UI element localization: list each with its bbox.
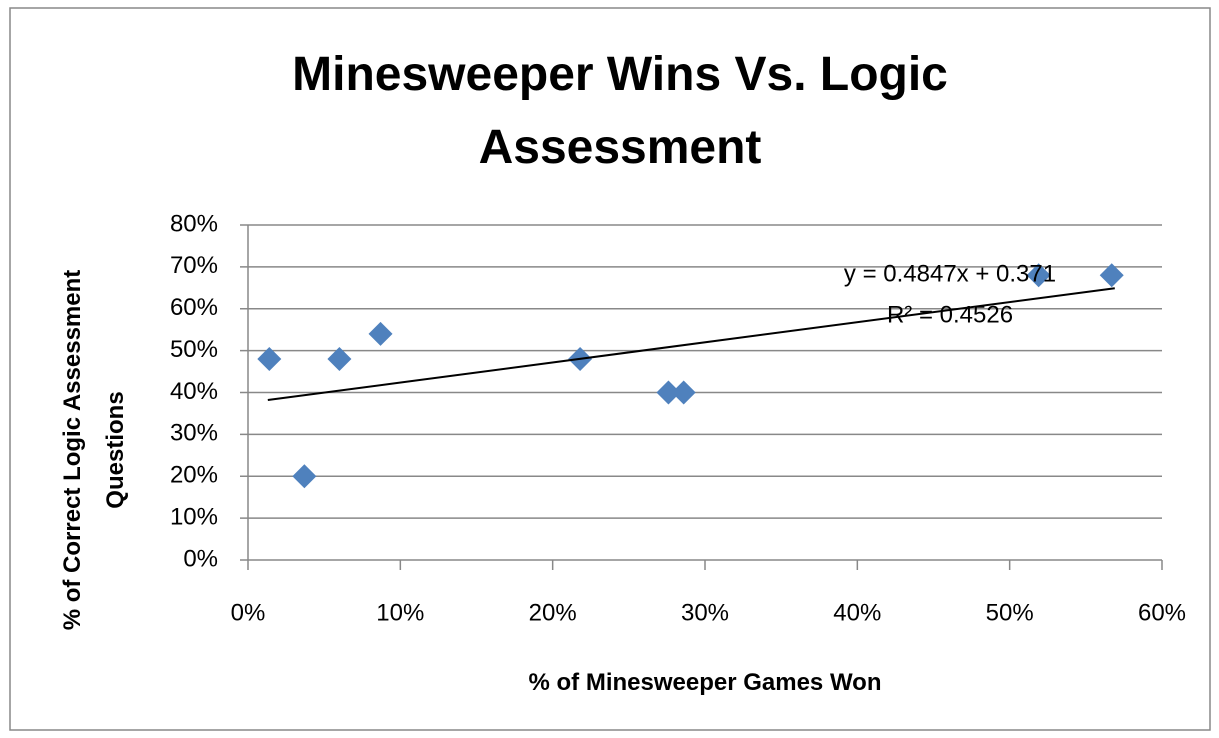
annotation: y = 0.4847x + 0.371 bbox=[844, 260, 1056, 287]
y-tick-label: 10% bbox=[170, 503, 218, 530]
trendline bbox=[267, 287, 1115, 402]
point bbox=[368, 321, 393, 346]
x-tick-label: 60% bbox=[1138, 599, 1186, 626]
chart-title: Minesweeper Wins Vs. Logic Assessment bbox=[292, 48, 948, 174]
annotation: R² = 0.4526 bbox=[887, 301, 1013, 328]
x-tick-label: 50% bbox=[986, 599, 1034, 626]
x-tick-label: 20% bbox=[529, 599, 577, 626]
y-tick-label: 50% bbox=[170, 336, 218, 363]
point bbox=[1099, 263, 1124, 288]
point bbox=[327, 347, 352, 371]
x-axis-label: % of Minesweeper Games Won bbox=[528, 669, 882, 696]
x-tick-label: 0% bbox=[231, 599, 266, 626]
point bbox=[1026, 263, 1051, 288]
y-tick-label: 20% bbox=[170, 462, 218, 489]
y-tick-label: 80% bbox=[170, 210, 218, 237]
y-tick-label: 70% bbox=[170, 252, 218, 279]
y-tick-label: 60% bbox=[170, 294, 218, 321]
y-tick-label: 30% bbox=[170, 420, 218, 447]
x-tick-label: 10% bbox=[376, 599, 424, 626]
x-tick-label: 40% bbox=[833, 599, 881, 626]
y-tick-label: 40% bbox=[170, 378, 218, 405]
point bbox=[257, 347, 282, 371]
y-axis-label: % of Correct Logic Assessment Questions bbox=[59, 269, 129, 631]
x-tick-label: 30% bbox=[681, 599, 729, 626]
point bbox=[292, 464, 317, 489]
point bbox=[671, 380, 696, 405]
y-tick-label: 0% bbox=[183, 545, 218, 572]
point bbox=[656, 380, 681, 405]
chart-border bbox=[9, 7, 1211, 731]
